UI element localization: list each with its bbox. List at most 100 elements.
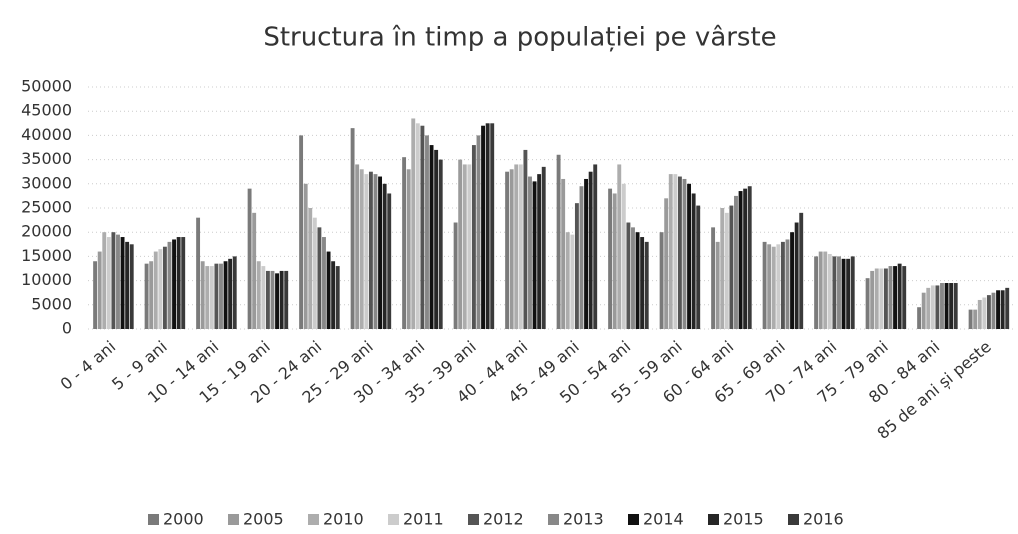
bar <box>252 212 257 329</box>
bar <box>996 290 1001 329</box>
legend-swatch <box>708 514 719 525</box>
bar <box>167 241 172 329</box>
bar <box>116 234 120 329</box>
bar <box>181 237 186 329</box>
legend-swatch <box>788 514 799 525</box>
bar <box>93 261 98 329</box>
bar <box>767 244 772 329</box>
bar <box>664 198 669 329</box>
bar <box>888 266 893 329</box>
y-tick-label: 5000 <box>31 294 72 313</box>
bar <box>247 188 252 329</box>
bar <box>458 159 463 329</box>
y-tick-label: 45000 <box>21 101 72 120</box>
bar <box>162 246 167 329</box>
bar <box>991 292 996 329</box>
bar <box>593 164 598 329</box>
bar <box>570 234 575 329</box>
bar <box>631 227 635 329</box>
bar <box>284 270 289 329</box>
bar <box>125 241 130 329</box>
bar <box>476 135 481 329</box>
bar <box>326 251 331 329</box>
bar <box>724 212 729 329</box>
bar <box>402 157 407 329</box>
bar <box>303 183 308 329</box>
bar <box>556 154 561 329</box>
bar <box>111 232 116 329</box>
bar <box>359 169 364 329</box>
bar <box>986 295 991 329</box>
y-tick-label: 25000 <box>21 198 72 217</box>
bar <box>879 268 884 329</box>
bar <box>331 261 336 329</box>
bar <box>219 263 223 329</box>
bar <box>799 212 804 329</box>
bar <box>874 268 879 329</box>
bar <box>691 193 696 329</box>
bar <box>172 239 177 329</box>
bar <box>382 183 387 329</box>
bar <box>373 174 378 329</box>
bar <box>635 232 640 329</box>
bar <box>953 283 958 329</box>
bar <box>102 232 107 329</box>
y-tick-label: 20000 <box>21 222 72 241</box>
bar <box>153 251 158 329</box>
bar <box>1000 290 1005 329</box>
legend-label: 2015 <box>723 510 764 529</box>
bar <box>738 191 743 329</box>
bar <box>644 241 649 329</box>
bar <box>196 217 201 329</box>
bar <box>265 270 270 329</box>
bar <box>368 171 373 329</box>
y-tick-label: 40000 <box>21 125 72 144</box>
bar <box>471 145 476 329</box>
y-tick-label: 10000 <box>21 270 72 289</box>
legend-label: 2010 <box>323 510 364 529</box>
bar <box>621 183 626 329</box>
bar <box>794 222 799 329</box>
bar <box>790 232 795 329</box>
bar <box>743 188 748 329</box>
bar <box>715 241 720 329</box>
bar <box>438 159 443 329</box>
bar <box>514 164 519 329</box>
bar <box>747 186 752 329</box>
bar <box>308 208 313 329</box>
legend-label: 2000 <box>163 510 204 529</box>
y-tick-label: 30000 <box>21 173 72 192</box>
bar <box>158 249 163 329</box>
bar <box>902 266 907 329</box>
bar <box>584 178 589 329</box>
bar <box>968 309 973 329</box>
bar <box>275 273 280 329</box>
y-tick-label: 50000 <box>21 77 72 96</box>
bar <box>279 270 284 329</box>
bar <box>832 256 837 329</box>
bar <box>509 169 514 329</box>
bar <box>214 263 219 329</box>
legend-swatch <box>148 514 159 525</box>
bar <box>129 244 134 329</box>
bar <box>425 135 429 329</box>
bar <box>729 205 734 329</box>
bar <box>232 256 237 329</box>
bar <box>837 256 841 329</box>
bar <box>823 251 828 329</box>
bar <box>865 278 870 329</box>
bar <box>317 227 322 329</box>
bar <box>818 251 823 329</box>
bar <box>406 169 411 329</box>
bar <box>453 222 458 329</box>
x-tick-label: 0 - 4 ani <box>57 337 120 394</box>
bar <box>518 164 523 329</box>
bar <box>841 258 846 329</box>
bar <box>771 246 776 329</box>
bar <box>893 266 898 329</box>
bar <box>734 195 738 329</box>
bar <box>209 266 214 329</box>
bar <box>930 285 935 329</box>
bar <box>776 244 781 329</box>
